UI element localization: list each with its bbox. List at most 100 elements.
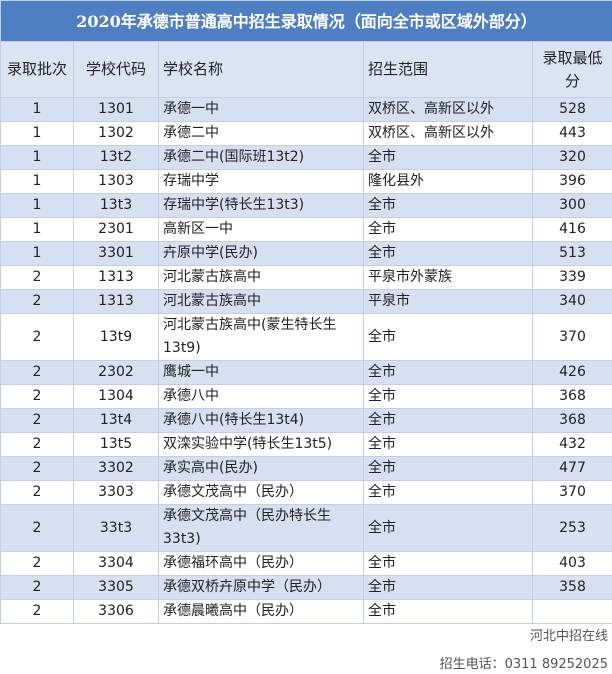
- enrollment-scope: 全市: [363, 551, 533, 576]
- table-row: 1 1301 承德一中 双桥区、高新区以外 528: [0, 97, 612, 122]
- min-score: 477: [531, 456, 612, 481]
- school-name: 卉原中学(民办): [158, 241, 364, 266]
- batch: 2: [0, 360, 74, 385]
- school-name: 承德双桥卉原中学（民办）: [158, 575, 364, 600]
- school-code: 1303: [73, 169, 159, 194]
- enrollment-scope: 全市: [363, 456, 533, 481]
- enrollment-scope: 全市: [363, 575, 533, 600]
- school-code: 1304: [73, 384, 159, 409]
- school-code: 13t9: [73, 313, 159, 361]
- table-row: 2 3304 承德福环高中（民办） 全市 403: [0, 551, 612, 576]
- enrollment-scope: 全市: [363, 480, 533, 505]
- min-score: 432: [531, 432, 612, 457]
- min-score: 443: [531, 121, 612, 146]
- school-code: 3305: [73, 575, 159, 600]
- school-name: 河北蒙古族高中(蒙生特长生13t9): [158, 313, 364, 361]
- enrollment-scope: 全市: [363, 384, 533, 409]
- school-name: 承德二中(国际班13t2): [158, 145, 364, 170]
- watermark-account: 河北中招在线: [529, 625, 608, 644]
- min-score: 426: [531, 360, 612, 385]
- enrollment-scope: 平泉市: [363, 289, 533, 314]
- enrollment-scope: 全市: [363, 360, 533, 385]
- school-name: 承德晨曦高中（民办）: [158, 599, 364, 624]
- school-name: 存瑞中学: [158, 169, 364, 194]
- min-score: [531, 599, 612, 624]
- min-score: 368: [531, 384, 612, 409]
- table-row: 1 13t3 存瑞中学(特长生13t3) 全市 300: [0, 193, 612, 218]
- batch: 2: [0, 504, 74, 552]
- enrollment-scope: 全市: [363, 193, 533, 218]
- min-score: 403: [531, 551, 612, 576]
- table-row: 1 1303 存瑞中学 隆化县外 396: [0, 169, 612, 194]
- school-code: 3302: [73, 456, 159, 481]
- min-score: 416: [531, 217, 612, 242]
- admission-table: 2020年承德市普通高中招生录取情况（面向全市或区域外部分） 录取批次 学校代码学…: [0, 0, 612, 624]
- batch: 1: [0, 217, 74, 242]
- school-code: 13t5: [73, 432, 159, 457]
- column-header: 录取最低分: [531, 41, 612, 98]
- table-row: 2 13t9 河北蒙古族高中(蒙生特长生13t9) 全市 370: [0, 313, 612, 361]
- school-code: 2301: [73, 217, 159, 242]
- school-name: 承实高中(民办): [158, 456, 364, 481]
- enrollment-scope: 全市: [363, 504, 533, 552]
- school-code: 3301: [73, 241, 159, 266]
- batch: 2: [0, 456, 74, 481]
- school-code: 3306: [73, 599, 159, 624]
- school-code: 33t3: [73, 504, 159, 552]
- enrollment-scope: 全市: [363, 145, 533, 170]
- table-row: 2 13t5 双滦实验中学(特长生13t5) 全市 432: [0, 432, 612, 457]
- school-code: 13t2: [73, 145, 159, 170]
- table-row: 2 2302 鹰城一中 全市 426: [0, 360, 612, 385]
- min-score: 396: [531, 169, 612, 194]
- min-score: 513: [531, 241, 612, 266]
- table-row: 1 3301 卉原中学(民办) 全市 513: [0, 241, 612, 266]
- min-score: 528: [531, 97, 612, 122]
- batch: 1: [0, 193, 74, 218]
- school-name: 双滦实验中学(特长生13t5): [158, 432, 364, 457]
- school-name: 河北蒙古族高中: [158, 289, 364, 314]
- table-row: 2 1313 河北蒙古族高中 平泉市 340: [0, 289, 612, 314]
- table-row: 2 33t3 承德文茂高中（民办特长生33t3) 全市 253: [0, 504, 612, 552]
- min-score: 358: [531, 575, 612, 600]
- school-name: 承德文茂高中（民办特长生33t3): [158, 504, 364, 552]
- table-row: 2 1313 河北蒙古族高中 平泉市外蒙族 339: [0, 265, 612, 290]
- column-header: 学校代码: [73, 41, 159, 98]
- batch: 2: [0, 551, 74, 576]
- table-row: 2 3306 承德晨曦高中（民办） 全市: [0, 599, 612, 624]
- enrollment-scope: 平泉市外蒙族: [363, 265, 533, 290]
- batch: 2: [0, 384, 74, 409]
- min-score: 339: [531, 265, 612, 290]
- batch: 2: [0, 432, 74, 457]
- school-code: 3303: [73, 480, 159, 505]
- batch: 1: [0, 121, 74, 146]
- school-name: 承德八中: [158, 384, 364, 409]
- batch: 2: [0, 599, 74, 624]
- school-name: 承德二中: [158, 121, 364, 146]
- school-code: 2302: [73, 360, 159, 385]
- min-score: 320: [531, 145, 612, 170]
- batch: 1: [0, 241, 74, 266]
- min-score: 368: [531, 408, 612, 433]
- school-code: 1302: [73, 121, 159, 146]
- enrollment-scope: 全市: [363, 313, 533, 361]
- min-score: 300: [531, 193, 612, 218]
- min-score: 253: [531, 504, 612, 552]
- school-code: 1313: [73, 265, 159, 290]
- table-row: 1 1302 承德二中 双桥区、高新区以外 443: [0, 121, 612, 146]
- table-row: 2 3303 承德文茂高中（民办） 全市 370: [0, 480, 612, 505]
- enrollment-scope: 全市: [363, 241, 533, 266]
- enrollment-scope: 双桥区、高新区以外: [363, 121, 533, 146]
- school-name: 高新区一中: [158, 217, 364, 242]
- enrollment-scope: 全市: [363, 599, 533, 624]
- school-name: 存瑞中学(特长生13t3): [158, 193, 364, 218]
- batch: 2: [0, 408, 74, 433]
- batch: 2: [0, 265, 74, 290]
- school-code: 1313: [73, 289, 159, 314]
- batch: 1: [0, 145, 74, 170]
- column-header: 录取批次: [0, 41, 74, 98]
- min-score: 340: [531, 289, 612, 314]
- school-name: 承德八中(特长生13t4): [158, 408, 364, 433]
- column-header: 学校名称: [158, 41, 364, 98]
- batch: 1: [0, 169, 74, 194]
